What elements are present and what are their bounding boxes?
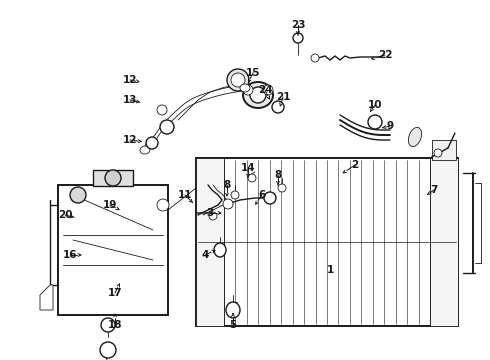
Bar [432,140,456,160]
Circle shape [209,212,217,220]
Bar [58,185,168,315]
Text: 15: 15 [246,68,260,78]
Polygon shape [40,285,53,310]
Text: 3: 3 [206,208,214,218]
Text: 16: 16 [63,250,77,260]
Text: 18: 18 [108,320,122,330]
Circle shape [434,149,442,157]
Text: 10: 10 [368,100,382,110]
Circle shape [157,199,169,211]
Circle shape [368,115,382,129]
Bar [430,158,458,326]
Circle shape [231,191,239,199]
Text: 14: 14 [241,163,255,173]
Circle shape [160,120,174,134]
Ellipse shape [243,82,273,108]
Text: 13: 13 [123,95,137,105]
Text: 24: 24 [258,85,272,95]
Text: 11: 11 [178,190,192,200]
Circle shape [250,87,266,103]
Circle shape [248,174,256,182]
Circle shape [264,192,276,204]
Text: 17: 17 [108,288,122,298]
Circle shape [146,137,158,149]
Circle shape [100,342,116,358]
Circle shape [101,318,115,332]
Text: 23: 23 [291,20,305,30]
Circle shape [278,184,286,192]
Text: 5: 5 [229,320,237,330]
Circle shape [311,54,319,62]
Text: 7: 7 [430,185,438,195]
Bar [93,170,133,186]
Text: 1: 1 [326,265,334,275]
Circle shape [263,85,273,95]
Ellipse shape [214,243,226,257]
Ellipse shape [227,69,249,91]
Text: 19: 19 [103,200,117,210]
Text: 8: 8 [274,170,282,180]
Circle shape [293,33,303,43]
Bar [196,158,224,326]
Circle shape [70,187,86,203]
Ellipse shape [408,127,421,147]
Text: 22: 22 [378,50,392,60]
Text: 12: 12 [123,75,137,85]
Ellipse shape [140,146,150,154]
Ellipse shape [226,302,240,318]
Text: 8: 8 [223,180,231,190]
Text: 4: 4 [201,250,209,260]
Text: 21: 21 [276,92,290,102]
Text: 2: 2 [351,160,359,170]
Ellipse shape [240,84,250,92]
Circle shape [243,85,253,95]
Circle shape [157,105,167,115]
Text: 6: 6 [258,190,266,200]
Bar [196,158,458,326]
Text: 20: 20 [58,210,72,220]
Text: 12: 12 [123,135,137,145]
Circle shape [272,101,284,113]
Circle shape [223,199,233,209]
Circle shape [231,73,245,87]
Circle shape [105,170,121,186]
Text: 9: 9 [387,121,393,131]
